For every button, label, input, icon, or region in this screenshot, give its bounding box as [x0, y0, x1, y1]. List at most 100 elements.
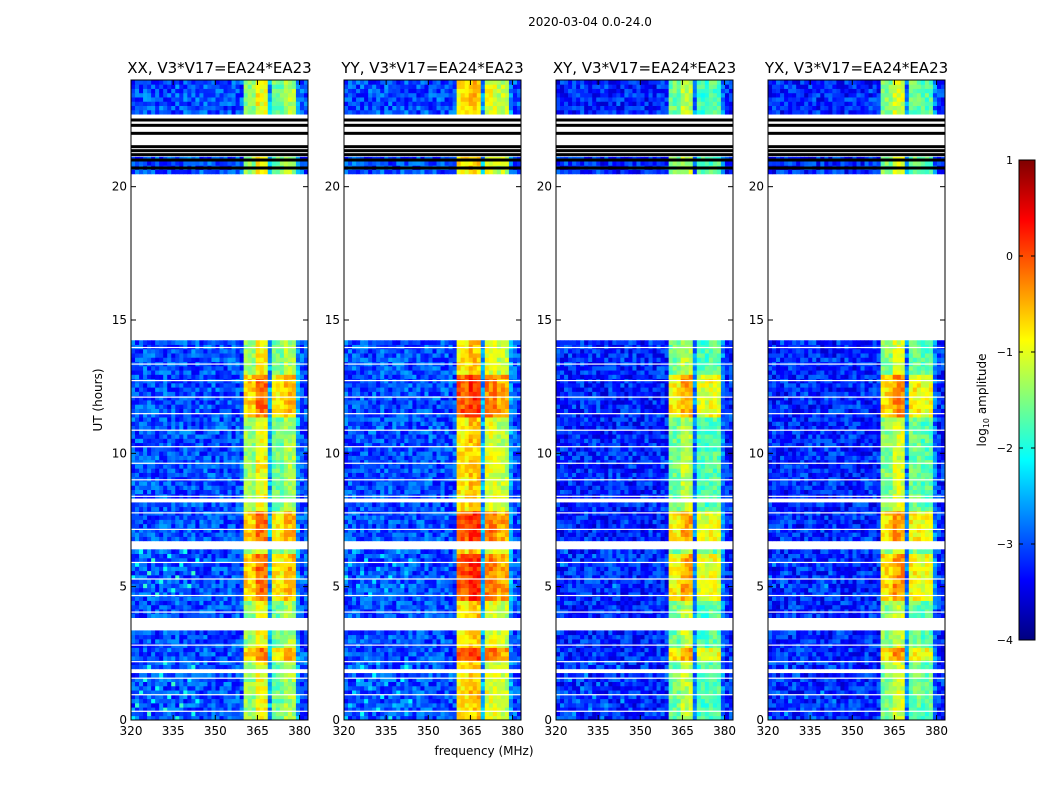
heatmap-cell [251, 382, 257, 388]
heatmap-cell [179, 596, 184, 601]
heatmap-cell [271, 549, 277, 554]
heatmap-cell [175, 340, 180, 345]
heatmap-cell [135, 647, 140, 653]
heatmap-cell [195, 169, 200, 175]
heatmap-cell [376, 681, 381, 687]
heatmap-cell [352, 664, 357, 670]
heatmap-cell [195, 412, 200, 418]
heatmap-cell [440, 711, 445, 717]
heatmap-cell [255, 707, 261, 712]
heatmap-cell [516, 711, 522, 717]
heatmap-cell [143, 711, 148, 717]
heatmap-cell [231, 400, 236, 405]
heatmap-cell [275, 519, 281, 525]
heatmap-cell [147, 579, 152, 584]
heatmap-cell [255, 476, 261, 482]
heatmap-cell [167, 472, 172, 478]
heatmap-cell [187, 562, 192, 567]
heatmap-cell [131, 711, 136, 717]
heatmap-cell [243, 566, 249, 572]
heatmap-cell [287, 600, 293, 606]
heatmap-cell [287, 519, 293, 525]
heatmap-cell [348, 638, 353, 644]
heatmap-cell [424, 651, 429, 657]
heatmap-cell [279, 404, 285, 409]
heatmap-cell [167, 382, 172, 388]
heatmap-cell [159, 425, 164, 431]
heatmap-cell [283, 88, 289, 94]
heatmap-cell [291, 600, 297, 606]
heatmap-cell [175, 412, 180, 418]
heatmap-cell [243, 365, 249, 371]
heatmap-cell [147, 523, 152, 529]
heatmap-cell [384, 673, 389, 678]
heatmap-cell [223, 536, 228, 542]
heatmap-cell [159, 169, 164, 175]
heatmap-cell [163, 604, 168, 610]
heatmap-cell [271, 557, 277, 563]
heatmap-cell [191, 105, 196, 111]
heatmap-cell [344, 694, 349, 700]
heatmap-cell [131, 532, 136, 537]
heatmap-cell [135, 476, 140, 482]
heatmap-cell [424, 711, 429, 717]
heatmap-cell [131, 105, 136, 111]
heatmap-cell [255, 357, 261, 362]
heatmap-cell [207, 109, 212, 115]
heatmap-cell [151, 357, 156, 362]
heatmap-cell [380, 690, 385, 695]
heatmap-cell [348, 694, 353, 700]
heatmap-cell [496, 702, 502, 708]
heatmap-cell [291, 694, 297, 700]
heatmap-cell [504, 673, 510, 678]
heatmap-cell [211, 455, 216, 461]
heatmap-cell [243, 446, 249, 452]
heatmap-cell [412, 638, 417, 644]
heatmap-cell [135, 553, 140, 559]
heatmap-cell [167, 481, 172, 486]
heatmap-cell [295, 600, 301, 606]
heatmap-cell [187, 340, 192, 345]
heatmap-cell [167, 707, 172, 712]
heatmap-cell [508, 698, 514, 704]
heatmap-cell [175, 374, 180, 380]
heatmap-cell [295, 374, 301, 380]
heatmap-cell [275, 574, 281, 580]
heatmap-cell [239, 634, 245, 640]
heatmap-cell [155, 446, 160, 452]
heatmap-cell [279, 344, 285, 350]
heatmap-cell [464, 673, 470, 678]
heatmap-cell [267, 638, 273, 644]
heatmap-cell [420, 698, 425, 704]
heatmap-cell [267, 702, 273, 708]
heatmap-cell [187, 532, 192, 537]
heatmap-cell [171, 596, 176, 601]
heatmap-cell [235, 84, 241, 89]
heatmap-cell [287, 660, 293, 665]
heatmap-cell [504, 638, 510, 644]
heatmap-cell [271, 395, 277, 401]
heatmap-cell [303, 353, 309, 358]
heatmap-cell [207, 711, 212, 717]
heatmap-cell [303, 97, 309, 102]
heatmap-cell [364, 664, 369, 670]
heatmap-cell [235, 455, 241, 461]
heatmap-cell [299, 638, 305, 644]
heatmap-cell [255, 105, 261, 111]
heatmap-cell [259, 574, 265, 580]
heatmap-cell [211, 600, 216, 606]
heatmap-cell [271, 434, 277, 439]
heatmap-cell [259, 400, 265, 405]
heatmap-cell [215, 574, 220, 580]
heatmap-cell [163, 596, 168, 601]
heatmap-cell [263, 638, 269, 644]
heatmap-cell [243, 634, 249, 640]
heatmap-cell [255, 677, 261, 682]
heatmap-cell [195, 502, 200, 508]
heatmap-cell [251, 464, 257, 469]
heatmap-cell [147, 476, 152, 482]
heatmap-cell [267, 357, 273, 362]
heatmap-cell [231, 557, 236, 563]
heatmap-cell [135, 694, 140, 700]
heatmap-cell [191, 502, 196, 508]
